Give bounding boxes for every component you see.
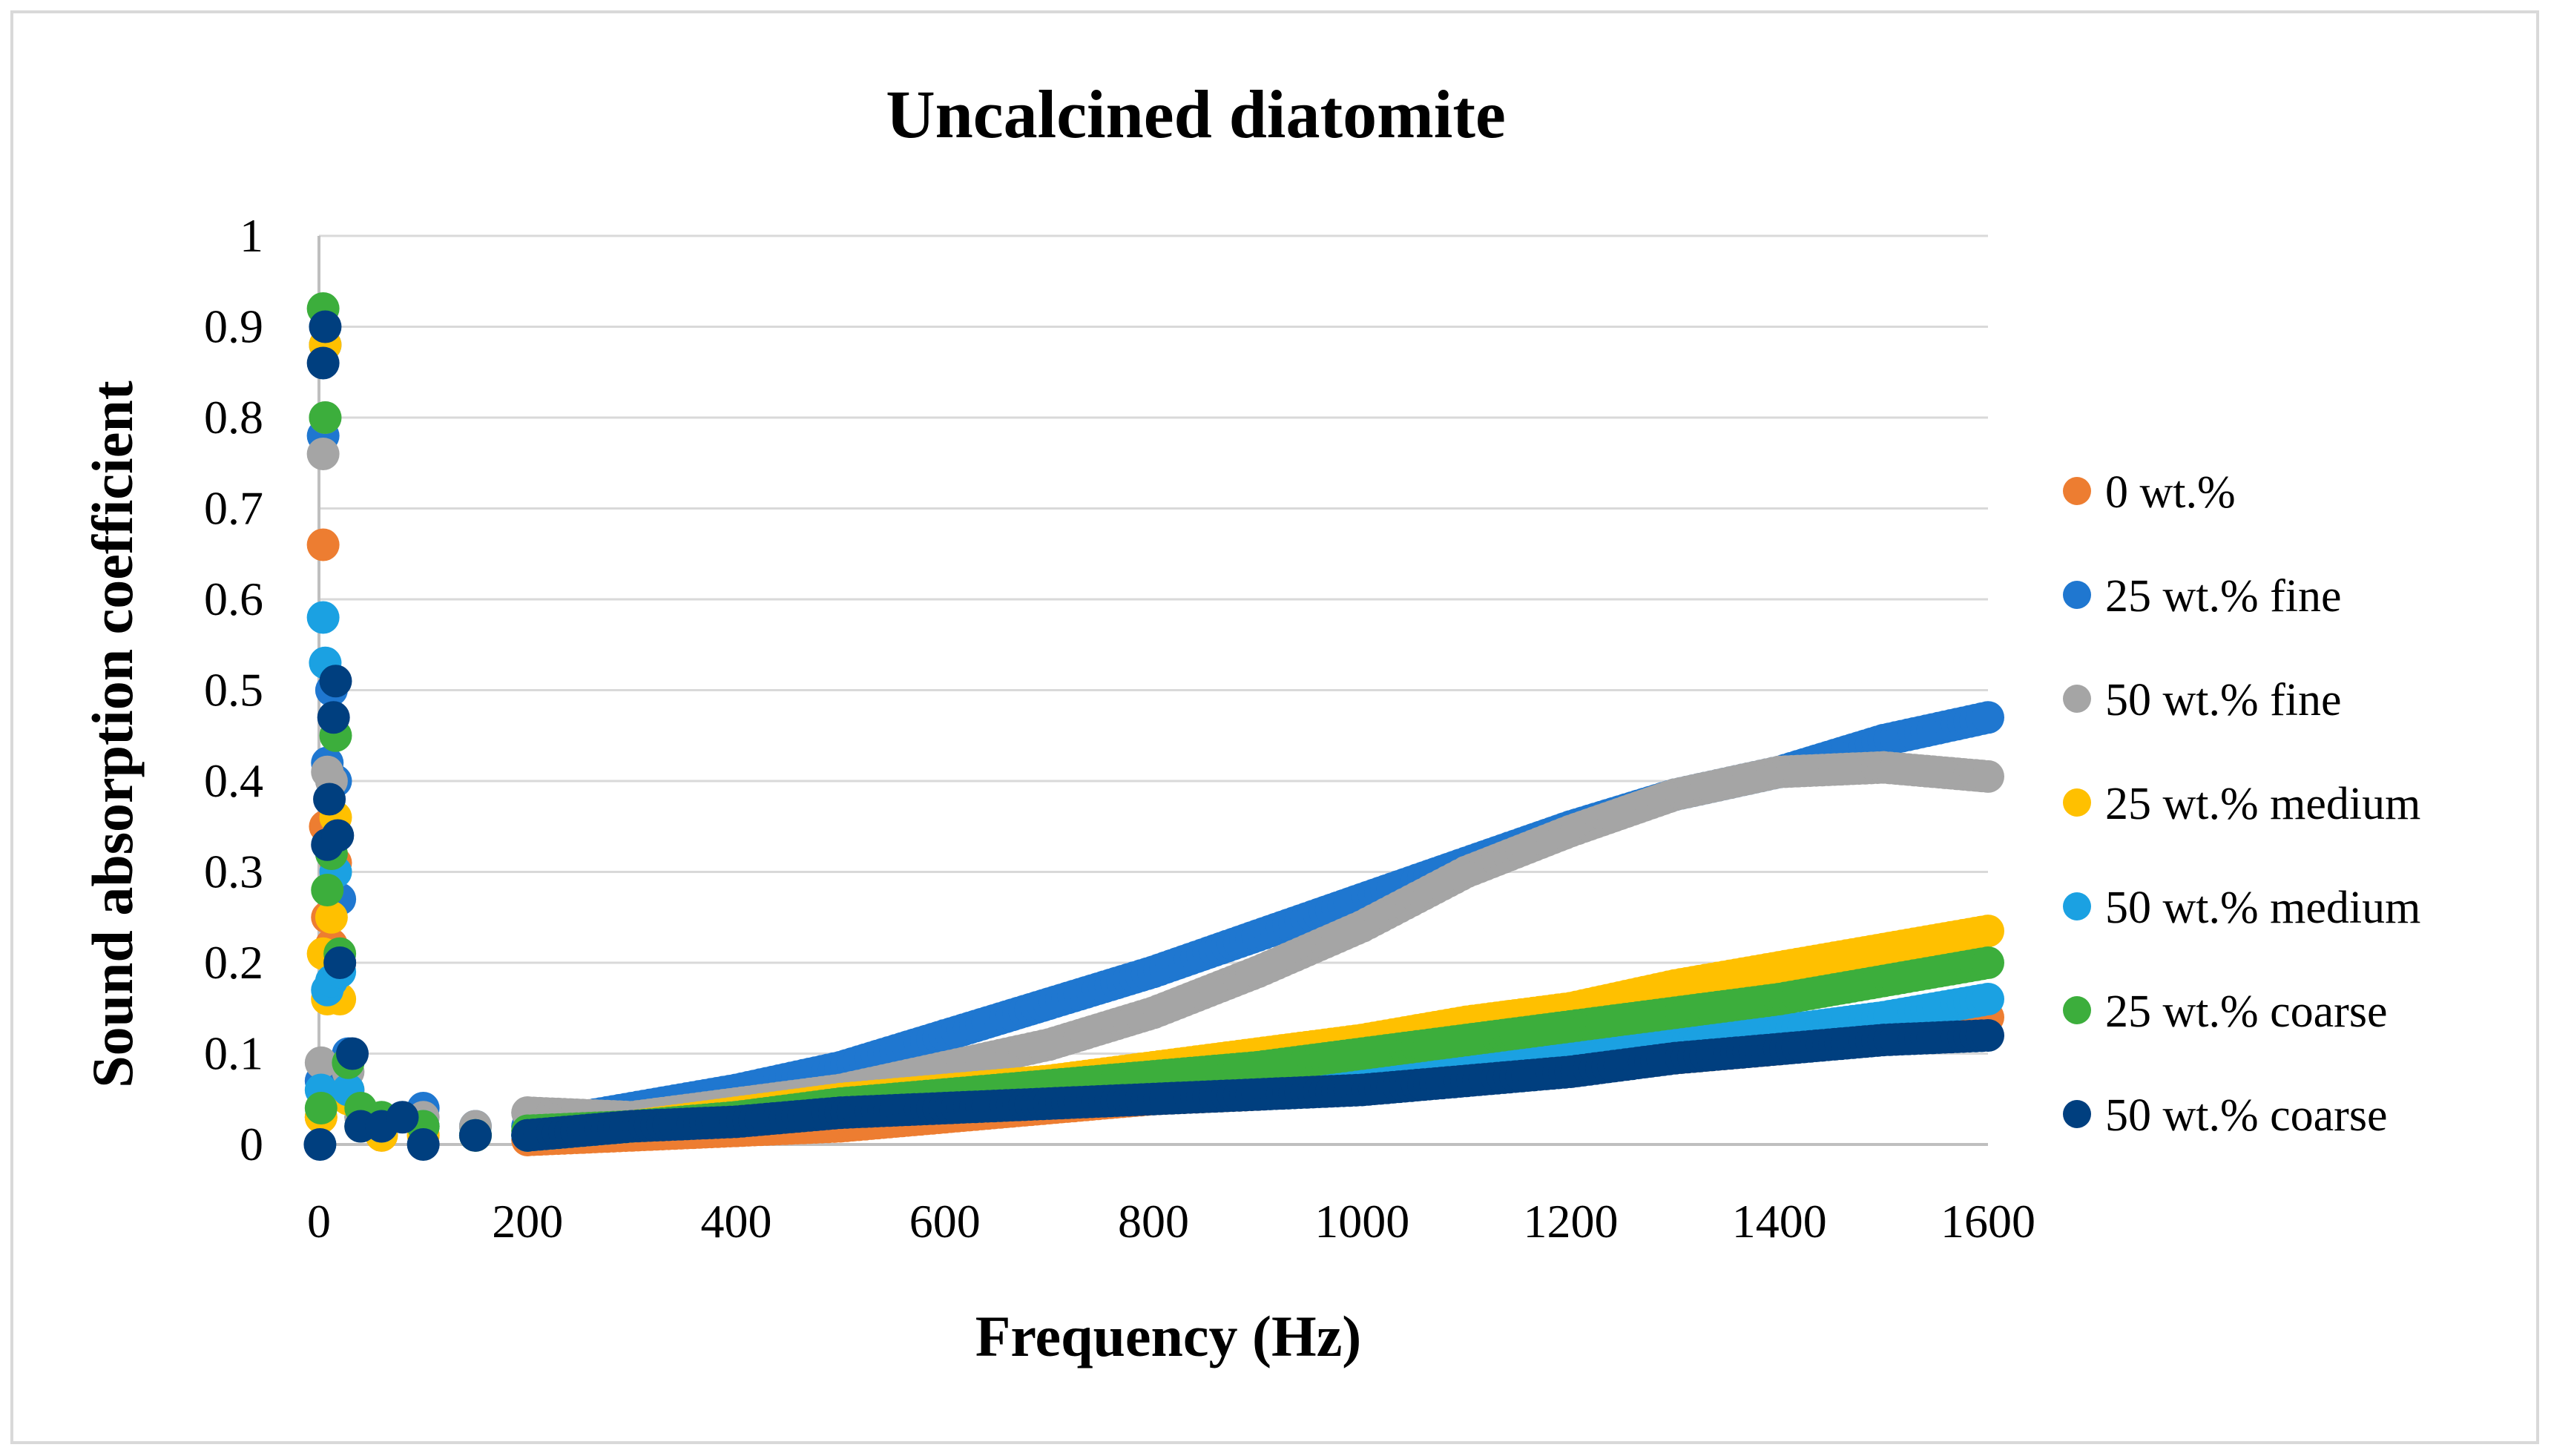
legend-label: 50 wt.% coarse (2105, 1090, 2387, 1141)
legend-marker (2063, 581, 2091, 609)
legend-label: 25 wt.% medium (2105, 779, 2420, 829)
series-6 (303, 310, 2004, 1161)
legend-marker (2063, 477, 2091, 505)
data-point (1972, 915, 2004, 948)
data-point (319, 665, 352, 698)
data-point (304, 1046, 338, 1079)
data-point (303, 1128, 337, 1161)
data-point (336, 1037, 369, 1070)
legend-label: 50 wt.% fine (2105, 675, 2342, 725)
data-point (309, 401, 342, 434)
data-point (458, 1119, 492, 1152)
y-tick-label: 0.9 (204, 300, 263, 353)
x-tick-label: 600 (909, 1195, 981, 1248)
data-point (311, 874, 344, 906)
data-point (315, 900, 348, 934)
legend-marker (2063, 892, 2091, 920)
data-point (306, 346, 340, 380)
x-tick-label: 1000 (1314, 1195, 1409, 1248)
series-2 (304, 401, 2004, 1143)
data-point (306, 601, 340, 634)
legend-marker (2063, 685, 2091, 713)
data-point (1972, 760, 2004, 793)
x-tick-label: 1400 (1732, 1195, 1827, 1248)
data-point (306, 438, 340, 470)
data-point (406, 1128, 440, 1161)
y-axis-title: Sound absorption coefficient (80, 381, 145, 1087)
x-tick-label: 0 (307, 1195, 331, 1248)
legend-label: 0 wt.% (2105, 467, 2236, 518)
legend-marker (2063, 1100, 2091, 1128)
legend: 0 wt.% 25 wt.% fine 50 wt.% fine 25 wt.% me… (2063, 467, 2420, 1141)
y-tick-label: 0.7 (204, 482, 263, 535)
legend-marker (2063, 788, 2091, 817)
chart-frame (10, 10, 2539, 1444)
y-tick-label: 0.6 (204, 573, 263, 625)
data-point (306, 528, 340, 561)
legend-label: 25 wt.% coarse (2105, 986, 2387, 1037)
legend-label: 25 wt.% fine (2105, 571, 2342, 622)
legend-marker (2063, 996, 2091, 1024)
y-tick-label: 1 (240, 209, 263, 262)
y-tick-label: 0.4 (204, 754, 263, 807)
data-point (321, 819, 355, 852)
data-point (1972, 701, 2004, 734)
data-point (1972, 983, 2004, 1015)
x-tick-label: 800 (1118, 1195, 1189, 1248)
data-point (1972, 946, 2004, 979)
x-axis-title: Frequency (Hz) (975, 1304, 1362, 1368)
x-tick-label: 1200 (1524, 1195, 1619, 1248)
y-tick-label: 0.2 (204, 936, 263, 989)
data-point (1972, 1019, 2004, 1052)
x-tick-label: 400 (701, 1195, 772, 1248)
y-tick-label: 0.1 (204, 1027, 263, 1080)
data-point (309, 310, 342, 343)
y-tick-label: 0 (240, 1118, 263, 1170)
data-point (313, 783, 346, 816)
data-series (303, 292, 2004, 1161)
y-tick-label: 0.5 (204, 664, 263, 717)
data-point (317, 701, 350, 734)
chart-title: Uncalcined diatomite (886, 76, 1506, 152)
tick-labels: 0 0.1 0.2 0.3 0.4 0.5 0.6 0.7 0.8 0.9 1 0 200 400 600 8… (204, 209, 2035, 1248)
data-point (323, 946, 357, 979)
y-tick-label: 0.3 (204, 846, 263, 898)
x-tick-label: 200 (492, 1195, 563, 1248)
data-point (304, 1092, 338, 1124)
x-tick-label: 1600 (1941, 1195, 2035, 1248)
y-tick-label: 0.8 (204, 391, 263, 444)
data-point (386, 1101, 419, 1134)
legend-label: 50 wt.% medium (2105, 883, 2420, 933)
